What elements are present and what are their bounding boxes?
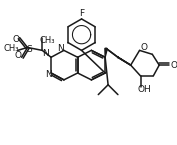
Polygon shape (105, 48, 107, 57)
Text: N: N (45, 70, 52, 79)
Text: S: S (27, 45, 32, 54)
Text: N: N (58, 44, 64, 53)
Text: F: F (79, 9, 84, 18)
Text: CH₃: CH₃ (3, 44, 19, 53)
Text: O: O (141, 43, 148, 52)
Text: CH₃: CH₃ (39, 36, 55, 45)
Text: N: N (42, 49, 48, 58)
Text: O: O (14, 51, 21, 60)
Text: OH: OH (138, 85, 151, 94)
Text: O: O (12, 35, 19, 44)
Text: O: O (170, 61, 177, 70)
